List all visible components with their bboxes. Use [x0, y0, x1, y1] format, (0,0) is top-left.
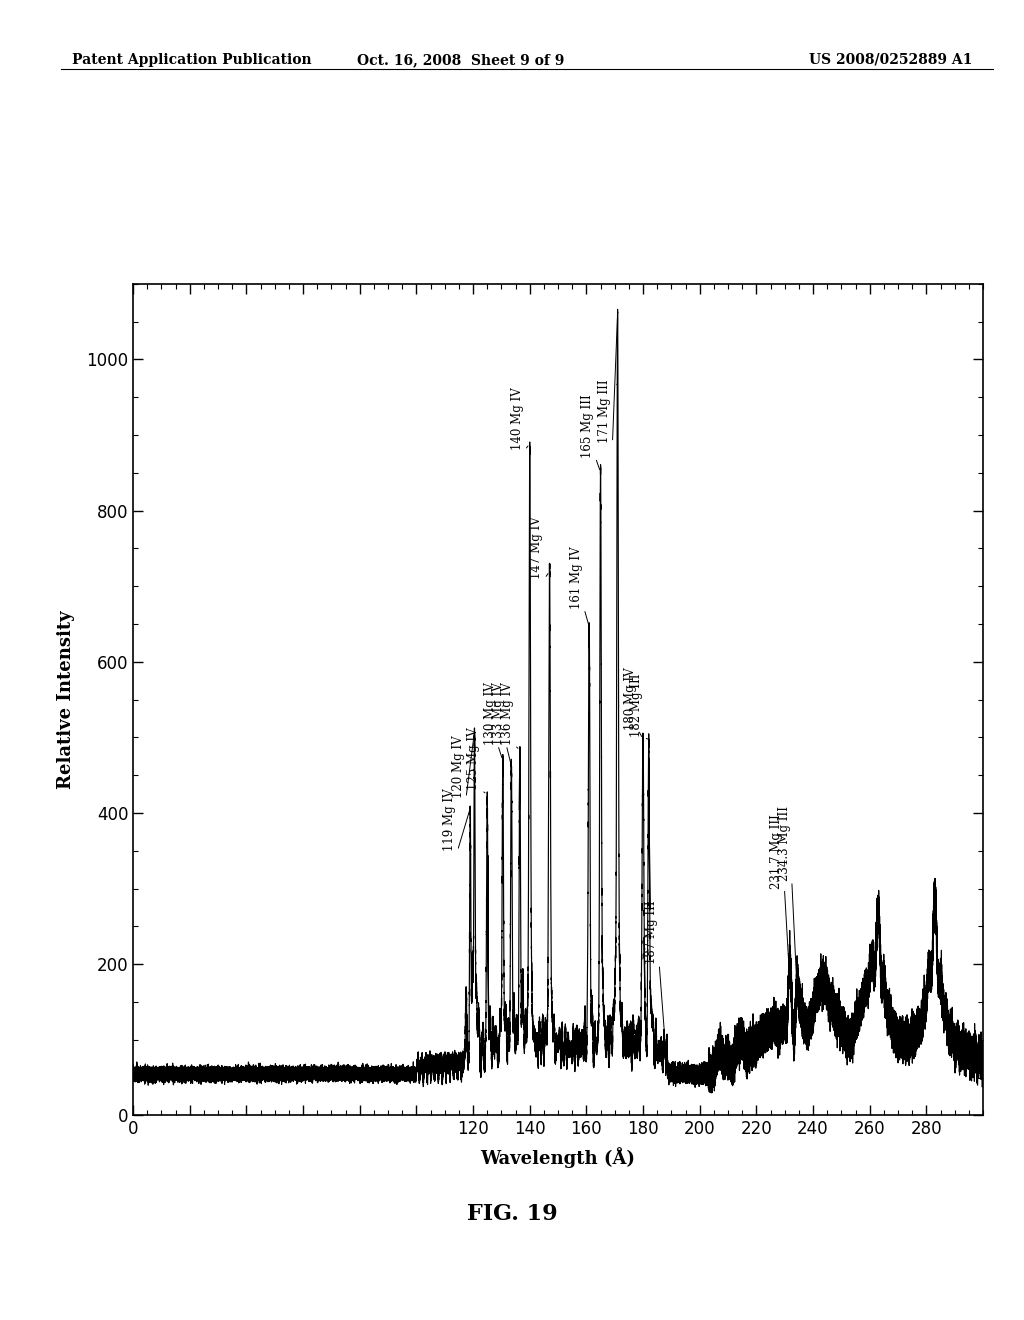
Text: 120 Mg IV: 120 Mg IV: [452, 735, 465, 797]
Text: 136 Mg IV: 136 Mg IV: [501, 682, 514, 744]
Text: 231.7 Mg III: 231.7 Mg III: [770, 813, 783, 888]
Text: 234.3 Mg III: 234.3 Mg III: [777, 807, 791, 880]
Text: Patent Application Publication: Patent Application Publication: [72, 53, 311, 67]
X-axis label: Wavelength (Å): Wavelength (Å): [480, 1147, 636, 1167]
Text: Oct. 16, 2008  Sheet 9 of 9: Oct. 16, 2008 Sheet 9 of 9: [357, 53, 564, 67]
Y-axis label: Relative Intensity: Relative Intensity: [57, 610, 75, 789]
Text: 147 Mg IV: 147 Mg IV: [530, 516, 544, 578]
Text: 180 Mg IV: 180 Mg IV: [624, 667, 637, 730]
Text: 140 Mg IV: 140 Mg IV: [511, 387, 523, 450]
Text: 165 Mg III: 165 Mg III: [582, 393, 594, 458]
Text: 171 Mg III: 171 Mg III: [598, 379, 611, 442]
Text: 133 Mg IV: 133 Mg IV: [493, 682, 505, 744]
Text: 187 Mg III: 187 Mg III: [645, 900, 658, 964]
Text: 119 Mg IV: 119 Mg IV: [443, 788, 457, 851]
Text: 130 Mg IV: 130 Mg IV: [483, 682, 497, 744]
Text: US 2008/0252889 A1: US 2008/0252889 A1: [809, 53, 973, 67]
Text: FIG. 19: FIG. 19: [467, 1203, 557, 1225]
Text: 161 Mg IV: 161 Mg IV: [570, 546, 583, 609]
Text: 125 Mg IV: 125 Mg IV: [467, 727, 480, 791]
Text: 182 Mg III: 182 Mg III: [630, 675, 642, 738]
